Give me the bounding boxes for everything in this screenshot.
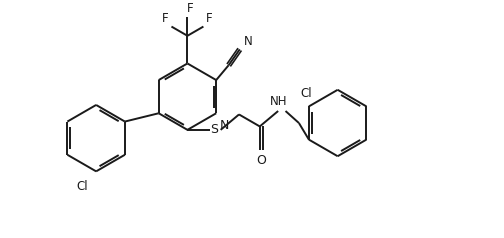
Text: Cl: Cl — [76, 180, 88, 193]
Text: Cl: Cl — [301, 87, 312, 100]
Text: F: F — [186, 2, 193, 15]
Text: N: N — [220, 119, 229, 132]
Text: F: F — [206, 12, 213, 25]
Text: O: O — [256, 154, 266, 167]
Text: N: N — [243, 35, 252, 48]
Text: F: F — [162, 12, 169, 25]
Text: NH: NH — [270, 95, 287, 108]
Text: S: S — [210, 123, 218, 136]
